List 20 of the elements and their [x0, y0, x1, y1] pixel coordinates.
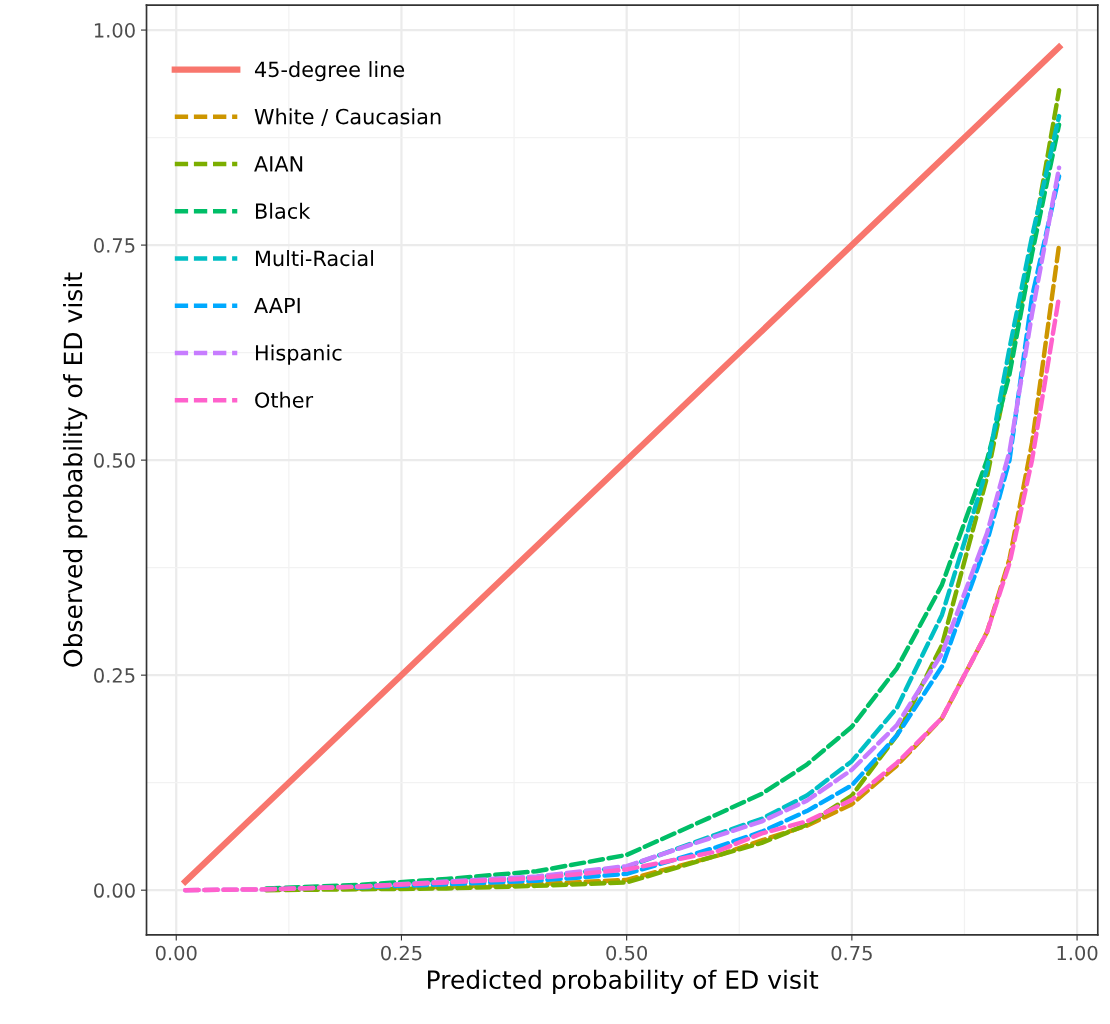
y-axis-title: Observed probability of ED visit	[63, 272, 88, 667]
x-tick-label: 0.75	[831, 945, 872, 961]
legend-label: White / Caucasian	[254, 108, 441, 127]
x-tick-label: 0.50	[606, 945, 648, 961]
x-axis-title: Predicted probability of ED visit	[428, 969, 819, 994]
x-tick-label: 0.25	[381, 945, 422, 961]
x-tick-label: 0.00	[155, 945, 197, 961]
legend-label: Black	[255, 202, 311, 219]
y-tick-label: 0.75	[94, 238, 135, 253]
y-tick-label: 0.00	[94, 883, 135, 898]
legend-label: 45-degree line	[254, 61, 405, 82]
y-tick-label: 1.00	[94, 23, 135, 38]
legend-label: Other	[255, 391, 314, 408]
legend-label: AAPI	[254, 297, 300, 314]
legend-label: Multi-Racial	[255, 250, 374, 267]
legend-label: AIAN	[254, 156, 303, 172]
y-tick-label: 0.50	[94, 453, 135, 468]
y-tick-label: 0.25	[94, 668, 135, 683]
x-tick-label: 1.00	[1057, 945, 1098, 961]
legend-label: Hispanic	[255, 344, 342, 365]
